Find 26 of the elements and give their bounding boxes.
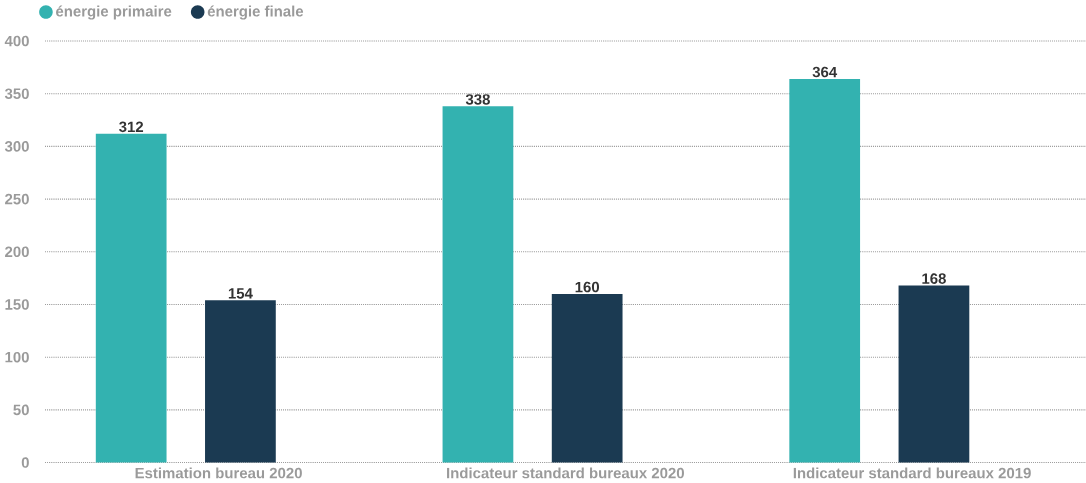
x-tick-label: Estimation bureau 2020 [135,467,302,479]
bar [898,285,970,463]
bar [205,300,276,463]
y-tick-label: 100 [5,351,29,363]
legend-label: énergie primaire [56,5,172,20]
y-tick-label: 200 [5,246,29,258]
y-tick-label: 250 [5,193,29,205]
bar [442,106,514,463]
data-label: 168 [922,273,946,284]
y-tick-label: 150 [5,299,29,310]
data-label: 312 [119,121,144,133]
y-tick-label: 400 [4,35,29,47]
y-tick-label: 0 [21,457,29,468]
y-tick-label: 50 [13,404,29,416]
bar [551,294,623,463]
data-label: 364 [812,66,838,78]
bar [789,79,861,463]
data-label: 154 [228,288,253,299]
data-label: 338 [465,94,490,105]
data-label: 160 [575,281,600,293]
legend-label: énergie finale [207,5,304,20]
x-tick-label: Indicateur standard bureaux 2020 [447,467,684,479]
y-tick-label: 300 [4,141,29,152]
x-tick-label: Indicateur standard bureaux 2019 [793,467,1031,479]
y-tick-label: 350 [4,88,29,100]
bar [95,133,167,463]
